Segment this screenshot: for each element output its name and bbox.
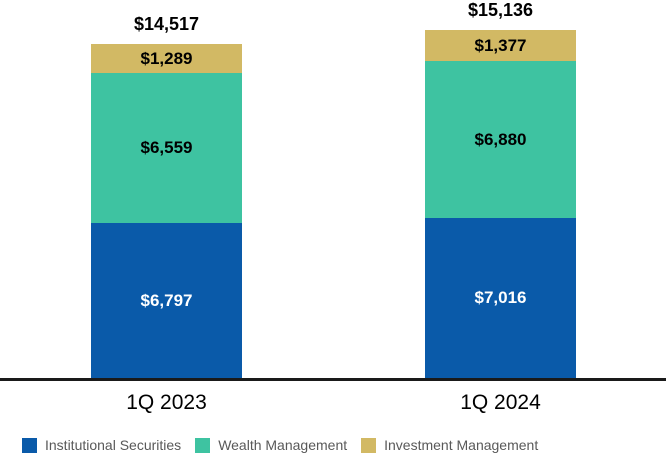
legend-item-investment-management: Investment Management xyxy=(361,437,538,453)
chart-legend: Institutional Securities Wealth Manageme… xyxy=(22,437,538,453)
segment-institutional-securities: $7,016 xyxy=(425,218,576,378)
segment-wealth-management: $6,880 xyxy=(425,61,576,218)
legend-label: Institutional Securities xyxy=(45,437,182,453)
legend-swatch-wealth-management xyxy=(195,437,211,453)
stacked-bar-1q2024: $1,377 $6,880 $7,016 xyxy=(425,30,576,378)
segment-institutional-securities: $6,797 xyxy=(91,223,242,378)
legend-label: Wealth Management xyxy=(218,437,348,453)
segment-value-label: $6,797 xyxy=(140,290,193,310)
legend-label: Investment Management xyxy=(384,437,539,453)
bar-group-1q2024: $15,136 $1,377 $6,880 $7,016 xyxy=(425,0,576,378)
legend-swatch-institutional-securities xyxy=(22,437,37,453)
x-axis-label-1q2024: 1Q 2024 xyxy=(460,391,541,414)
segment-value-label: $6,559 xyxy=(140,138,193,157)
legend-item-wealth-management: Wealth Management xyxy=(195,437,347,453)
stacked-bar-1q2023: $1,289 $6,559 $6,797 xyxy=(91,44,242,378)
segment-value-label: $1,289 xyxy=(140,48,193,68)
x-axis-baseline xyxy=(0,378,666,381)
segment-investment-management: $1,289 xyxy=(91,44,242,73)
segment-value-label: $6,880 xyxy=(474,129,527,149)
legend-item-institutional-securities: Institutional Securities xyxy=(22,437,181,453)
x-axis-label-1q2023: 1Q 2023 xyxy=(126,391,207,414)
segment-value-label: $7,016 xyxy=(474,288,527,307)
legend-swatch-investment-management xyxy=(361,437,377,453)
bar-total-label: $14,517 xyxy=(133,14,200,34)
bar-total-label: $15,136 xyxy=(467,0,534,20)
segment-wealth-management: $6,559 xyxy=(91,73,242,223)
bar-group-1q2023: $14,517 $1,289 $6,559 $6,797 xyxy=(91,14,242,378)
segment-value-label: $1,377 xyxy=(474,35,527,55)
segment-investment-management: $1,377 xyxy=(425,30,576,61)
